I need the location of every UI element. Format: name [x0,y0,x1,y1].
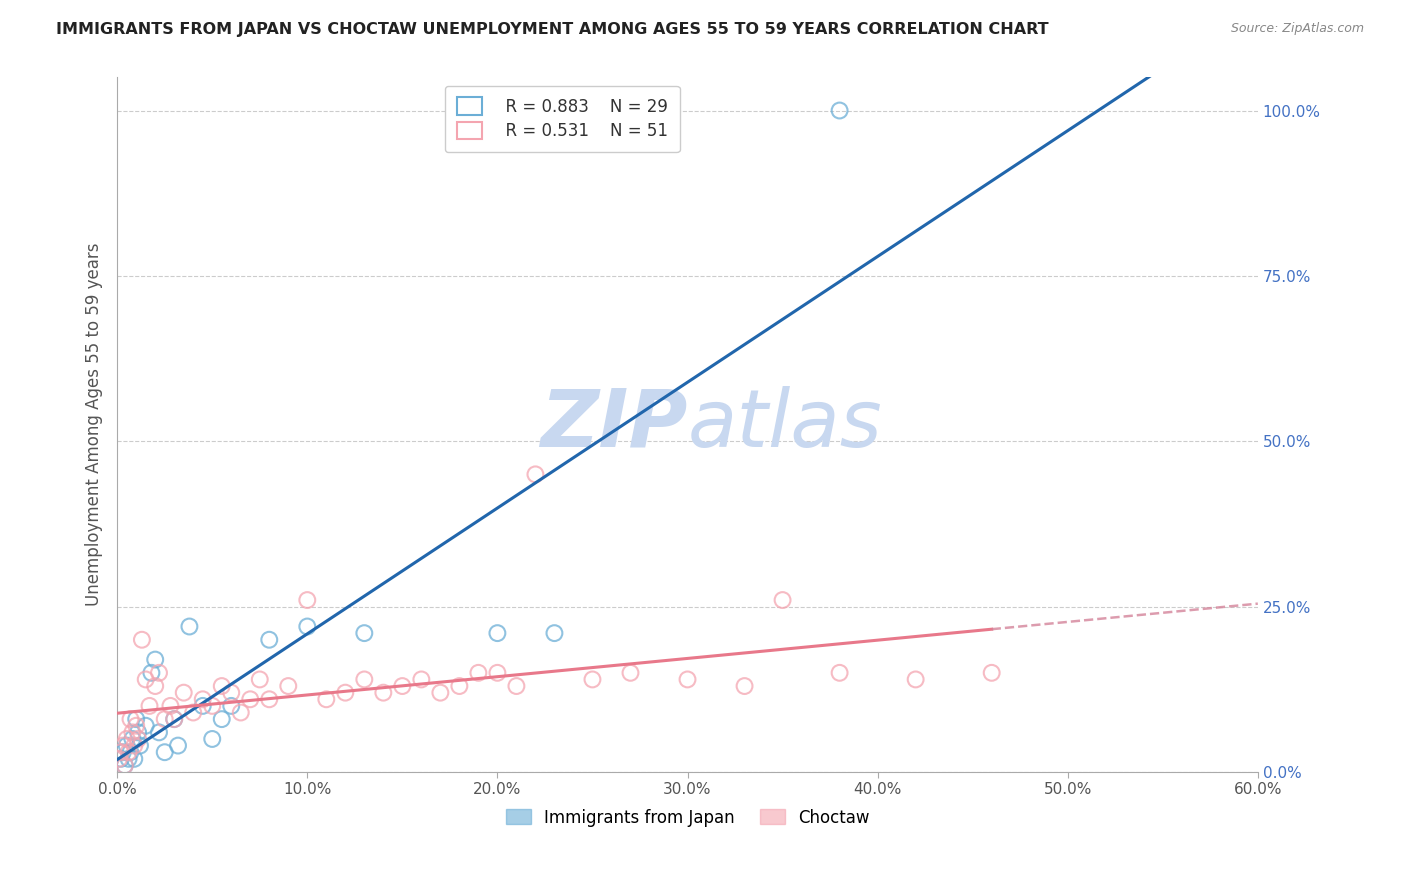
Point [449,679,471,693]
Point [163,712,186,726]
Point [581,673,603,687]
Point [167,739,190,753]
Point [373,686,395,700]
Point [115,731,138,746]
Point [486,626,509,640]
Point [219,698,242,713]
Text: IMMIGRANTS FROM JAPAN VS CHOCTAW UNEMPLOYMENT AMONG AGES 55 TO 59 YEARS CORRELAT: IMMIGRANTS FROM JAPAN VS CHOCTAW UNEMPLO… [56,22,1049,37]
Point [904,673,927,687]
Point [108,752,131,766]
Point [124,752,146,766]
Point [110,745,132,759]
Point [467,665,489,680]
Point [676,673,699,687]
Point [111,739,134,753]
Point [524,467,547,482]
Legend: Immigrants from Japan, Choctaw: Immigrants from Japan, Choctaw [499,802,876,833]
Point [125,712,148,726]
Point [980,665,1002,680]
Point [129,739,152,753]
Point [120,712,142,726]
Point [153,745,176,759]
Point [135,719,157,733]
Point [163,712,186,726]
Point [141,665,163,680]
Point [120,745,142,759]
Point [229,706,252,720]
Point [734,679,756,693]
Point [315,692,337,706]
Text: atlas: atlas [688,385,882,464]
Point [297,593,319,607]
Point [277,679,299,693]
Point [117,752,139,766]
Point [201,698,224,713]
Point [828,103,851,118]
Point [114,758,136,772]
Point [148,725,170,739]
Point [138,698,160,713]
Point [353,626,375,640]
Point [110,752,132,766]
Point [259,692,281,706]
Point [143,652,166,666]
Point [429,686,451,700]
Point [335,686,357,700]
Point [211,679,233,693]
Point [124,739,146,753]
Point [619,665,641,680]
Point [159,698,181,713]
Point [117,745,139,759]
Point [179,619,201,633]
Point [353,673,375,687]
Point [111,745,134,759]
Point [201,731,224,746]
Text: ZIP: ZIP [540,385,688,464]
Point [828,665,851,680]
Point [411,673,433,687]
Point [249,673,271,687]
Point [191,698,214,713]
Point [148,665,170,680]
Point [211,712,233,726]
Point [543,626,565,640]
Point [127,725,149,739]
Point [297,619,319,633]
Point [127,731,149,746]
Point [121,725,143,739]
Y-axis label: Unemployment Among Ages 55 to 59 years: Unemployment Among Ages 55 to 59 years [86,243,103,607]
Point [153,712,176,726]
Point [219,686,242,700]
Point [259,632,281,647]
Point [505,679,527,693]
Point [772,593,794,607]
Point [191,692,214,706]
Text: Source: ZipAtlas.com: Source: ZipAtlas.com [1230,22,1364,36]
Point [125,719,148,733]
Point [143,679,166,693]
Point [181,706,204,720]
Point [239,692,262,706]
Point [486,665,509,680]
Point [115,739,138,753]
Point [173,686,195,700]
Point [114,758,136,772]
Point [131,632,153,647]
Point [135,673,157,687]
Point [121,731,143,746]
Point [391,679,413,693]
